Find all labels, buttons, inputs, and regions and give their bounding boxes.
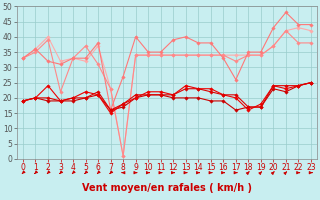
X-axis label: Vent moyen/en rafales ( km/h ): Vent moyen/en rafales ( km/h ) (82, 183, 252, 193)
